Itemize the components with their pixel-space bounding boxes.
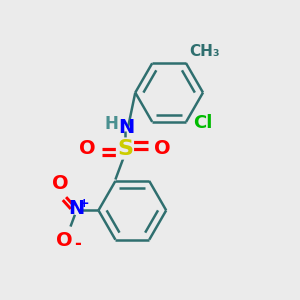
- Text: N: N: [118, 118, 135, 136]
- Text: O: O: [52, 174, 69, 193]
- Text: S: S: [117, 139, 133, 158]
- Text: H: H: [105, 116, 119, 134]
- Text: -: -: [74, 235, 81, 253]
- Text: O: O: [154, 139, 171, 158]
- Text: O: O: [79, 139, 95, 158]
- Text: +: +: [78, 197, 89, 210]
- Text: Cl: Cl: [194, 114, 213, 132]
- Text: O: O: [56, 231, 73, 250]
- Text: N: N: [68, 200, 85, 218]
- Text: CH₃: CH₃: [189, 44, 220, 59]
